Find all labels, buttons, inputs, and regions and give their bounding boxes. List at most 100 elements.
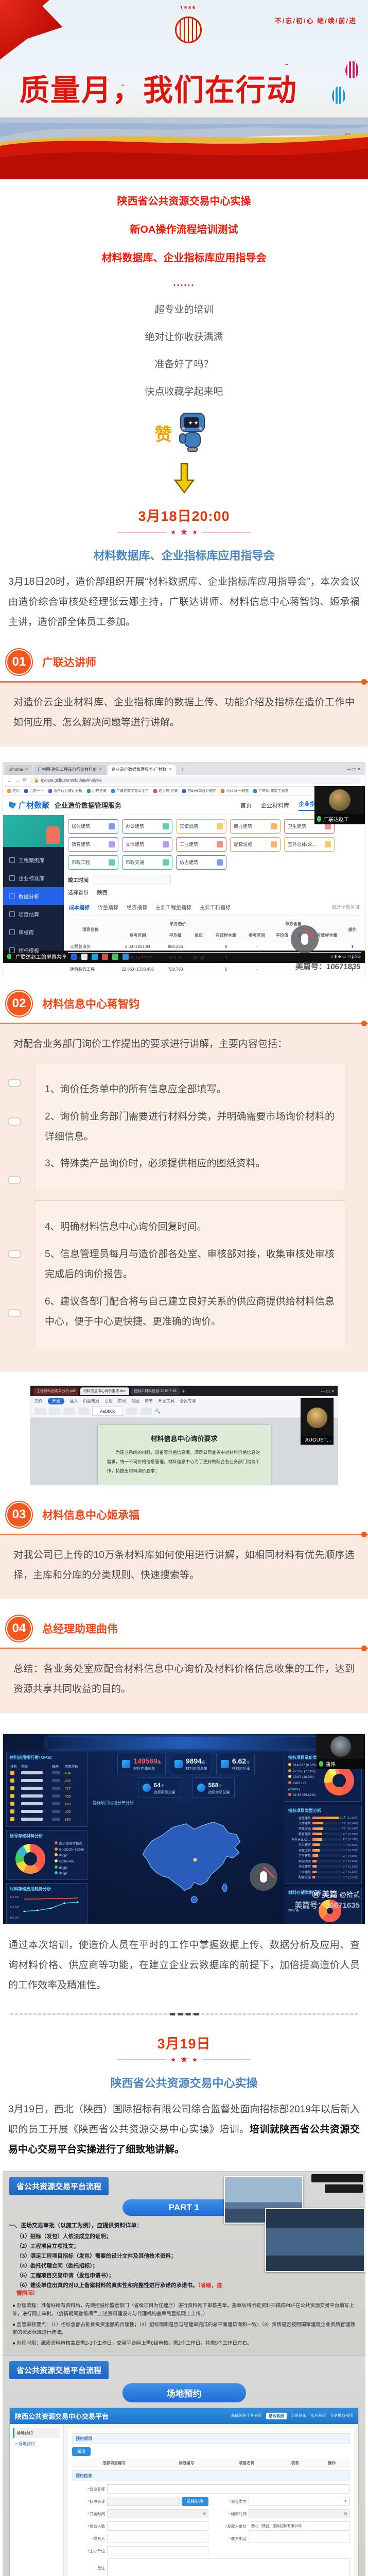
top10-row: 455 [10,1793,84,1801]
taskbar-icon [102,953,108,960]
top10-row: 450 [10,1801,84,1808]
session-title-0319: 陕西省公共资源交易中心实操 [110,2076,258,2090]
spec-blurred [51,1802,60,1806]
material-name-blurred [21,1787,43,1790]
browser-address-bar: ← → ⟳ 🔒 qydata.gldjc.com/cb/dataAnalysis [3,774,365,787]
screenshot-wps-document[interactable]: 工程材料函询单分析.pdf 材料信息中心询价要求.doc 团队2-材料信息-20… [30,1385,338,1486]
legend-item: dsgjj3 [54,1865,84,1871]
bookmark-item: 用户行为统计分析 [48,788,82,793]
banner-slogan: 不/忘/初/心 继/续/前/进 [274,17,357,25]
screenshot-data-dashboard[interactable]: 材料应用排行榜TOP10 排名 名称 规格 应用次数 [3,1733,365,1924]
gldjc-logo: 广材数聚 [9,800,49,810]
panel-title: 指标项目类型分析 [288,1808,321,1813]
section-title: 材料信息中心姬承福 [42,1510,139,1522]
pick-section-button: 选择标段 [182,2497,208,2506]
avatar [307,1407,327,1428]
avatar [330,1736,351,1757]
stat-card: 9894条 材料应用总量 [169,1753,212,1774]
ribbon-tools: AaBbCc 🔍 [34,1406,334,1416]
add-button: 新增 [72,2447,91,2456]
session-paragraph: 3月19日，西北（陕西）国际招标有限公司综合监督处面向招标部2019年以后新入职… [0,2100,368,2160]
sidebar-item-icon [9,947,15,953]
gldjc-app-header: 广材数聚 企业造价数据管理服务 首页企业材料库企业指标库企业管理 [3,796,365,815]
intro-line-red: 新OA操作流程培训测试 [130,224,238,235]
session-0318: 3月18日20:00 ★ ★ ★ 材料数据库、企业指标库应用指导会 3月18日20时… [0,505,368,1996]
slide-item: （6）建设单位出具的对以上备案材料的真实性和完整性进行承诺的承诺书。（省级，疫情… [16,2282,222,2297]
section-header-01: 01 广联达讲师 [0,650,368,674]
bookmark-item: 广联达数字办公平台 [111,788,149,793]
balloon-icon [332,87,345,104]
window-controls: — ▢ ✕ [347,767,361,772]
section-body: 对造价云企业材料库、企业指标库的数据上传、功能介绍及指标在造价工作中如何应用、怎… [13,697,355,728]
type-bar-row: 教育建筑 6个 (9.38%) [298,1833,358,1837]
intro-line-gray: 快点收藏学起来吧 [145,386,223,397]
legend-item: GLODON-18246 [54,1847,84,1853]
sidebar-promo-banner [3,815,64,847]
browser-tab: chrome ✕ [5,764,33,775]
meipian-logo: Ⓜ [312,1890,320,1899]
wps-doc-tab: 团队2-材料信息-2016.7.16 [131,1387,180,1395]
form-field-section-name: *标段名称 选择标段 [72,2497,208,2506]
gldjc-app-title: 企业造价数据管理服务 [55,802,122,810]
form-field-phone: *联系电话 [214,2534,350,2544]
type-bar-row: 市政交通 7个 (10.94%) [298,1827,358,1831]
gldjc-main: 居住建筑 办公建筑 宾馆酒店 商业建筑 卫生建筑 教育建筑 文体建筑 工业建筑 配套设施 室外总体… [64,815,365,974]
svg-text:100,000: 100,000 [10,1917,19,1920]
material-name-blurred [21,1810,43,1814]
legend-item: dsgjj1 [54,1871,84,1877]
platform-nav: 基础设施工程系统 场地系统 交易系统 水利系统 专家抽取系统 [231,2413,353,2420]
form-field-meeting-name: *会议名称 [72,2484,350,2494]
new-tab-icon: ＋ [180,767,185,772]
browser-tab: 广材网-建筑工程造价行业材料价 ✕ [33,764,107,775]
material-name-blurred [21,1818,43,1821]
reload-icon: ⟳ [23,777,27,783]
training-slide-1: 省公共资源交易平台流程 PART 1 一、进场交易审批（以施工为例），应提供资料… [3,2172,365,2356]
material-name-blurred [21,1794,43,1798]
paragraph-bold: 培训就陕西省公共资源交易中心交易平台实操进行了细致地讲解。 [8,2124,360,2155]
type-bar-row: 配套设施 1个 (1.56%) [298,1876,358,1880]
gldjc-sidebar-item: 指标模板 [3,941,64,959]
section-number: 04 [7,1616,31,1640]
rank-icon [10,1771,14,1775]
category-chip: 文体建筑 [122,837,172,852]
pie-icon [197,1783,205,1792]
slide-corner-title: 省公共资源交易平台流程 [9,2177,109,2196]
top10-row: 477 [10,1785,84,1793]
stat-card: 149569条 材料存储总量 [117,1753,166,1774]
storage-donut-chart [319,1899,342,1922]
session-paragraph: 3月18日20时，造价部组织开展“材料数据库、企业指标库应用指导会”，本次会议由… [8,577,360,628]
platform-nav-item: 专家抽取系统 [330,2413,353,2418]
requirement-item: 1、询价任务单中的所有信息应全部填写。 [45,1083,226,1095]
pill-bullet [8,1117,21,1126]
legend-item: 造价综合审核处 [54,1841,84,1847]
requirement-item: 5、信息管理员每月与造价部各处室、审核部对接，收集审核处审核完成后的询价报告。 [45,1249,335,1280]
date-range-input [93,874,171,885]
screenshot-slide-part1[interactable]: 省公共资源交易平台流程 PART 1 一、进场交易审批（以施工为例），应提供资料… [3,2171,365,2576]
screenshot-gldjc-browser[interactable]: chrome ✕ 广材网-建筑工程造价行业材料价 ✕ 企业造价数据管理服务-广材数 ✕… [3,761,365,974]
ribbon-menu-item: 插入 [69,1399,78,1404]
category-chip: 办公建筑 [122,819,172,834]
chart-icon [220,1759,229,1768]
pill-bullet [8,1309,21,1318]
rank-icon [10,1786,14,1791]
intro-line-gray: 绝对让你收获满满 [145,332,223,343]
platform-nav-item: 水利系统 [310,2413,326,2418]
paragraph-normal: 3月19日，西北（陕西）国际招标有限公司综合监督处面向招标部2019年以后新入职… [8,2104,360,2135]
star-divider: ★ ★ ★ [0,2055,368,2065]
building-photo [265,2208,365,2273]
legend-item: vip361495 [54,1859,84,1865]
robot-illustration: ✦ ✦ [179,413,205,452]
search-icon: 🔍 [155,1408,161,1414]
slide-item: （5）工程项目交易申请（发包申请书）； [16,2273,114,2279]
section-body-box: 对配合业务部门询价工作提出的要求进行讲解，主要内容包括： 1、询价任务单中的所有… [0,1024,368,1372]
speaker-indicator [325,2184,363,2193]
ribbon-menu-item: 页面布局 [83,1399,99,1404]
platform-nav-item: 场地系统 [266,2413,287,2420]
date-badge-0319: 3月19日 [157,2036,211,2052]
session-0319: 3月19日 ★ ★ ★ 陕西省公共资源交易中心实操 3月19日，西北（陕西）国际招标… [0,2032,368,2576]
taskbar-icon [122,953,129,960]
mic-icon [7,954,11,960]
gldjc-nav-item: 企业材料库 [261,802,289,809]
svg-text:✦: ✦ [188,419,193,427]
bookmark-item: 凡科网 一站式 [221,788,249,793]
